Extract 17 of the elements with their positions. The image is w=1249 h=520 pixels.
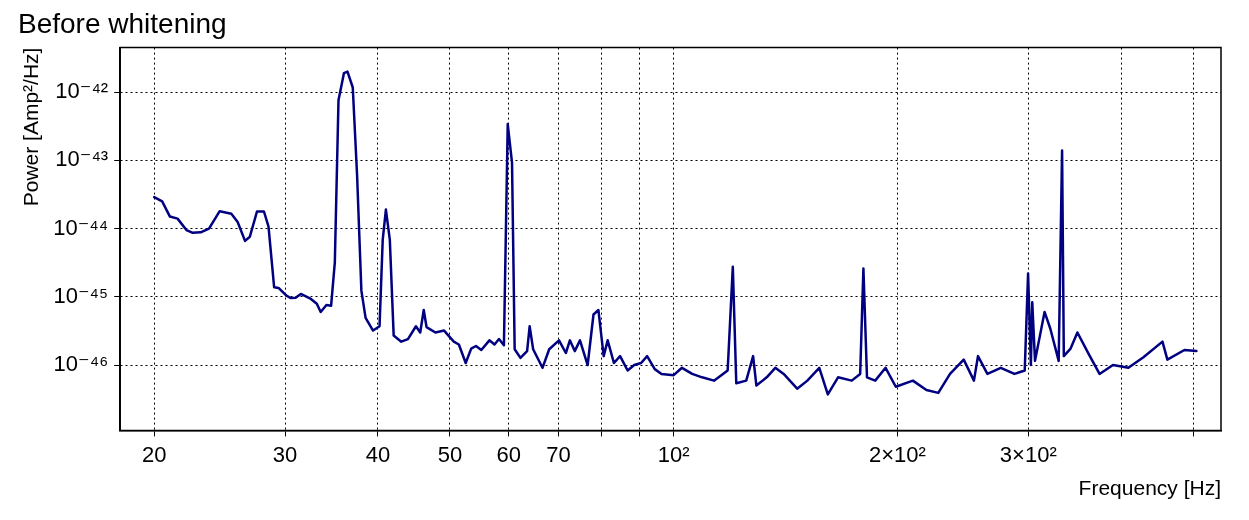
y-tick-label: 10⁻⁴⁴ [53,214,109,240]
x-tick-label: 60 [496,441,522,467]
x-tick-label: 3×10² [999,441,1057,467]
x-tick-label: 70 [546,441,571,467]
chart-title: Before whitening [18,7,227,39]
y-tick-label: 10⁻⁴⁶ [53,351,109,377]
x-tick-label: 10² [657,441,690,467]
x-tick-label: 20 [141,441,167,467]
x-tick-label: 2×10² [868,441,926,467]
x-axis-title: Frequency [Hz] [1078,476,1221,500]
y-tick-label: 10⁻⁴² [55,78,109,104]
x-tick-label: 30 [272,441,298,467]
x-tick-label: 50 [437,441,463,467]
y-axis-title: Power [Amp²/Hz] [19,47,43,207]
x-tick-label: 40 [365,441,391,467]
y-tick-label: 10⁻⁴⁵ [53,282,109,308]
y-tick-label: 10⁻⁴³ [55,146,109,172]
